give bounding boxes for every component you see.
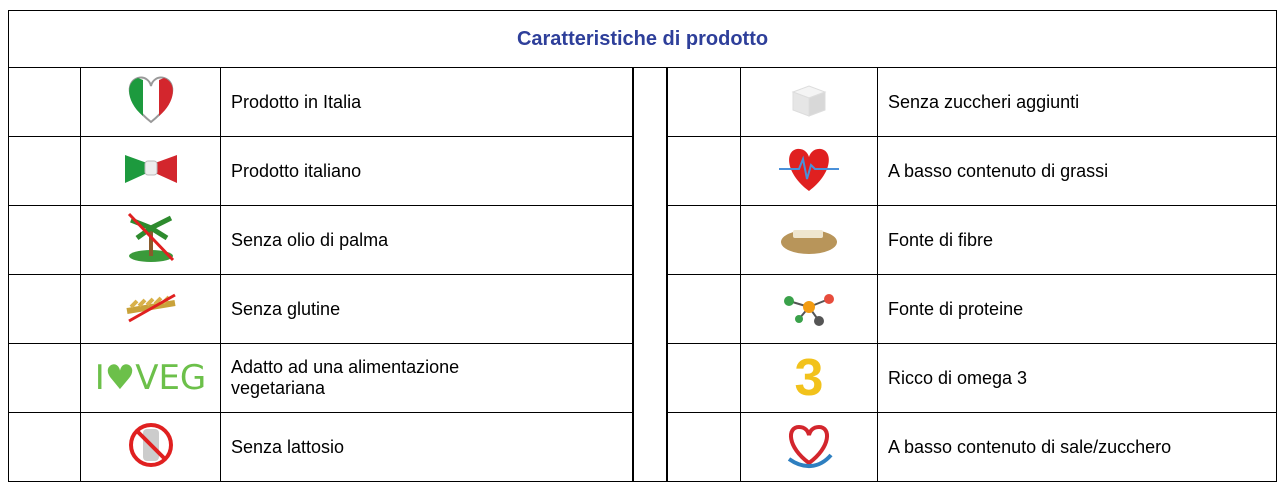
icon [781,229,837,254]
icon [126,293,176,322]
icon-cell [80,136,221,206]
label-line: Ricco di omega 3 [888,367,1028,388]
label-line: Prodotto in Italia [231,91,362,112]
icon [128,76,173,123]
feature-label: A basso contenuto di sale/zucchero [876,412,1278,482]
icon-text: I♥VEG [94,358,207,398]
icon [784,293,834,326]
feature-label: Prodotto italiano [220,136,633,206]
empty-cell [8,412,81,482]
icon [144,160,157,175]
feature-label: Fonte di fibre [876,205,1278,275]
icon [128,77,143,116]
icon [148,227,153,256]
feature-row: Senza lattosio A basso contenuto di sale/… [8,412,1278,482]
icon [154,154,177,183]
icon [779,148,839,191]
title-row: Caratteristiche di prodotto [7,10,1278,68]
icon-text: 3 [794,349,824,407]
icon-cell [740,136,878,206]
label-line: A basso contenuto di grassi [888,160,1109,181]
empty-cell [666,343,741,413]
icon [128,422,173,467]
icon [129,215,172,240]
feature-row: Prodotto in Italia Senza zuccheri aggiunt… [8,67,1278,482]
empty-cell [8,274,81,344]
icon-cell [740,412,878,482]
icon [787,453,833,468]
separator [631,67,668,482]
feature-label: Senza zuccheri aggiunti [876,67,1278,137]
icon [803,300,815,313]
icon-cell [80,274,221,344]
feature-label: Senza lattosio [220,412,633,482]
icon [814,315,824,326]
icon [135,429,166,460]
feature-row: Prodotto italiano A basso contenuto di gr… [8,136,1278,206]
icon-cell [740,274,878,344]
icon [158,77,173,116]
icon [787,424,833,468]
icon [791,84,827,117]
icon-cell [740,67,878,137]
feature-label: Prodotto in Italia [220,67,633,137]
empty-cell [666,274,741,344]
empty-cell [666,205,741,275]
icon [124,154,177,183]
icon-cell: 3 [740,343,878,413]
label-line: Prodotto italiano [231,160,362,181]
empty-cell [666,412,741,482]
feature-label: Senza olio di palma [220,205,633,275]
label-line: A basso contenuto di sale/zucchero [888,436,1172,457]
label-line: Senza olio di palma [231,229,389,250]
icon [793,229,823,238]
empty-cell [8,205,81,275]
icon-cell: I♥VEG [80,343,221,413]
empty-cell [8,136,81,206]
empty-cell [8,343,81,413]
icon [824,293,834,304]
icon [795,314,803,323]
feature-row: Senza olio di palma Fonte di fibre [8,205,1278,275]
features-table: Caratteristiche di prodotto Prodotto in … [7,10,1278,482]
empty-cell [8,67,81,137]
label-line: Adatto ad una alimentazione [231,357,460,377]
icon [127,212,174,261]
label-line: vegetariana [231,378,326,398]
feature-row: Senza glutine Fonte di proteine [8,274,1278,344]
icon [129,295,170,308]
icon-cell [80,67,221,137]
feature-label: Adatto ad una alimentazione vegetariana [220,343,633,413]
feature-label: Ricco di omega 3 [876,343,1278,413]
label-line: Senza zuccheri aggiunti [888,91,1080,112]
empty-cell [666,67,741,137]
icon-cell [740,205,878,275]
icon [789,424,829,465]
icon [808,90,826,117]
icon [127,293,176,322]
table-body: Caratteristiche di prodotto Prodotto in … [7,10,1278,482]
icon [779,155,839,179]
feature-label: Senza glutine [220,274,633,344]
feature-label: A basso contenuto di grassi [876,136,1278,206]
icon [127,212,174,262]
label-line: Senza lattosio [231,436,345,457]
icon [128,422,173,467]
feature-label: Fonte di proteine [876,274,1278,344]
empty-cell [666,136,741,206]
icon [784,295,794,306]
icon-cell [80,205,221,275]
label-line: Senza glutine [231,298,341,319]
label-line: Fonte di proteine [888,298,1024,319]
icon-cell [80,412,221,482]
icon [124,154,147,183]
table-title: Caratteristiche di prodotto [7,10,1278,68]
label-line: Fonte di fibre [888,229,994,250]
feature-row: I♥VEG Adatto ad una alimentazione vegetari… [8,343,1278,413]
